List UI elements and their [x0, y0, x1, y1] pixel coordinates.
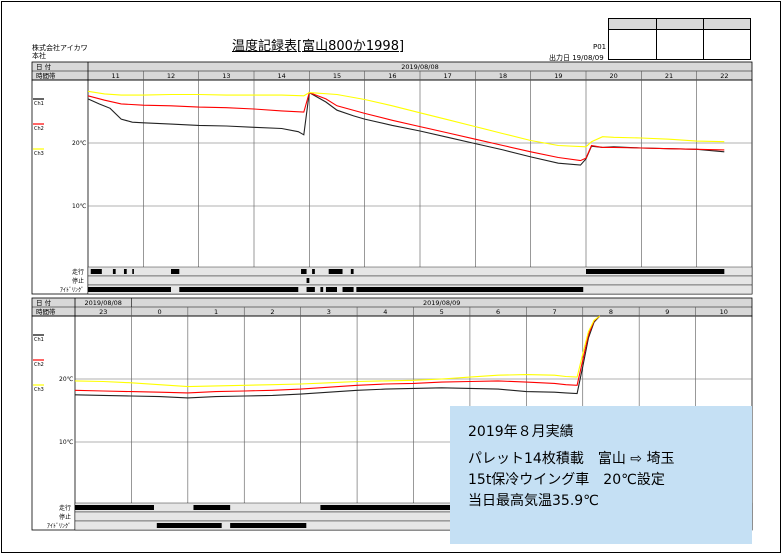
- date-row-label: 日 付: [36, 298, 52, 307]
- status-segment-drive: [328, 269, 343, 274]
- status-segment-idling: [325, 287, 337, 292]
- hour-tick-label: 2: [270, 308, 274, 316]
- summary-note: 2019年８月実績 パレット14枚積載 富山 ⇨ 埼玉 15t保冷ウイング車 2…: [450, 406, 752, 544]
- hour-tick-label: 22: [720, 72, 728, 80]
- y-tick-label: 10℃: [59, 439, 74, 446]
- hour-tick-label: 18: [499, 72, 507, 80]
- hour-tick-label: 20: [610, 72, 618, 80]
- hour-tick-label: 7: [552, 308, 556, 316]
- approval-stamp-box: [608, 18, 751, 60]
- stamp-box-divider: [656, 19, 657, 59]
- hour-tick-label: 0: [158, 308, 162, 316]
- hour-tick-label: 14: [278, 72, 286, 80]
- y-tick-label: 20℃: [59, 376, 74, 383]
- hour-tick-label: 15: [333, 72, 341, 80]
- page-number: P01: [593, 43, 607, 51]
- channel-legend-label: Ch3: [34, 387, 44, 393]
- hour-tick-label: 8: [609, 308, 613, 316]
- stamp-box-divider: [703, 19, 704, 59]
- status-segment-drive: [193, 505, 231, 510]
- hour-tick-label: 1: [214, 308, 218, 316]
- output-date: 出力日 19/08/09: [549, 54, 604, 62]
- status-label-stop: 停止: [72, 277, 84, 285]
- stamp-box-header: [609, 19, 750, 30]
- time-row-label: 時間帯: [36, 71, 56, 80]
- status-segment-idling: [306, 287, 315, 292]
- date-label: 2019/08/09: [423, 299, 460, 307]
- hour-tick-label: 9: [665, 308, 669, 316]
- status-segment-idling: [356, 287, 584, 292]
- status-segment-drive: [112, 269, 116, 274]
- status-segment-drive: [90, 269, 102, 274]
- status-segment-idling: [156, 523, 222, 528]
- channel-legend-label: Ch3: [34, 151, 44, 157]
- hour-tick-label: 16: [388, 72, 396, 80]
- status-segment-idling: [320, 287, 324, 292]
- page-title: 温度記録表[富山800か1998]: [232, 39, 405, 54]
- series-line-ch2: [87, 91, 725, 162]
- series-line-ch1: [74, 315, 601, 399]
- status-segment-idling: [342, 287, 354, 292]
- plot-border: [31, 79, 753, 295]
- series-line-ch3: [87, 90, 725, 148]
- status-segment-drive: [301, 269, 307, 274]
- status-segment-idling: [230, 523, 307, 528]
- office-name: 本社: [32, 52, 46, 60]
- channel-legend-label: Ch1: [34, 337, 44, 343]
- channel-legend-label: Ch2: [34, 126, 44, 132]
- y-tick-label: 20℃: [72, 140, 87, 147]
- hour-tick-label: 23: [99, 308, 107, 316]
- note-line-load: パレット14枚積載 富山 ⇨ 埼玉: [468, 451, 675, 467]
- status-segment-idling: [179, 287, 299, 292]
- status-segment-drive: [132, 269, 134, 274]
- series-line-ch1: [87, 91, 725, 166]
- status-segment-stop: [306, 278, 310, 283]
- status-segment-drive: [312, 269, 315, 274]
- time-row-label: 時間帯: [36, 307, 56, 316]
- hour-tick-label: 17: [444, 72, 452, 80]
- hour-tick-label: 3: [327, 308, 331, 316]
- company-name: 株式会社アイカワ: [32, 44, 88, 52]
- channel-legend-label: Ch2: [34, 362, 44, 368]
- channel-legend-label: Ch1: [34, 101, 44, 107]
- status-segment-drive: [320, 505, 516, 510]
- status-segment-idling: [88, 287, 171, 292]
- status-band-idling: [74, 520, 753, 531]
- status-label-stop: 停止: [59, 513, 71, 521]
- status-segment-drive: [123, 269, 127, 274]
- status-label-idling: ｱｲﾄﾞﾘﾝｸﾞ: [60, 287, 84, 294]
- status-segment-drive: [350, 269, 354, 274]
- hour-tick-label: 10: [720, 308, 728, 316]
- note-line-vehicle: 15t保冷ウイング車 20℃設定: [468, 472, 665, 488]
- hour-tick-label: 12: [167, 72, 175, 80]
- date-label: 2019/08/08: [84, 299, 121, 307]
- status-segment-drive: [171, 269, 180, 274]
- status-label-drive: 走行: [59, 504, 71, 512]
- hour-tick-label: 5: [440, 308, 444, 316]
- hour-tick-label: 21: [665, 72, 673, 80]
- status-segment-drive: [75, 505, 154, 510]
- hour-tick-label: 19: [554, 72, 562, 80]
- status-label-idling: ｱｲﾄﾞﾘﾝｸﾞ: [47, 523, 71, 530]
- series-line-ch2: [74, 315, 601, 394]
- y-tick-label: 10℃: [72, 203, 87, 210]
- status-segment-drive: [586, 269, 725, 274]
- date-label: 2019/08/08: [401, 63, 438, 71]
- hour-tick-label: 4: [383, 308, 387, 316]
- note-line-period: 2019年８月実績: [468, 424, 574, 440]
- hour-tick-label: 13: [222, 72, 230, 80]
- status-band-stop: [87, 275, 753, 286]
- note-line-max-temp: 当日最高気温35.9℃: [468, 493, 599, 509]
- hour-tick-label: 6: [496, 308, 500, 316]
- date-row-label: 日 付: [36, 62, 52, 71]
- status-label-drive: 走行: [72, 268, 84, 276]
- hour-tick-label: 11: [112, 72, 120, 80]
- series-line-ch3: [74, 315, 601, 388]
